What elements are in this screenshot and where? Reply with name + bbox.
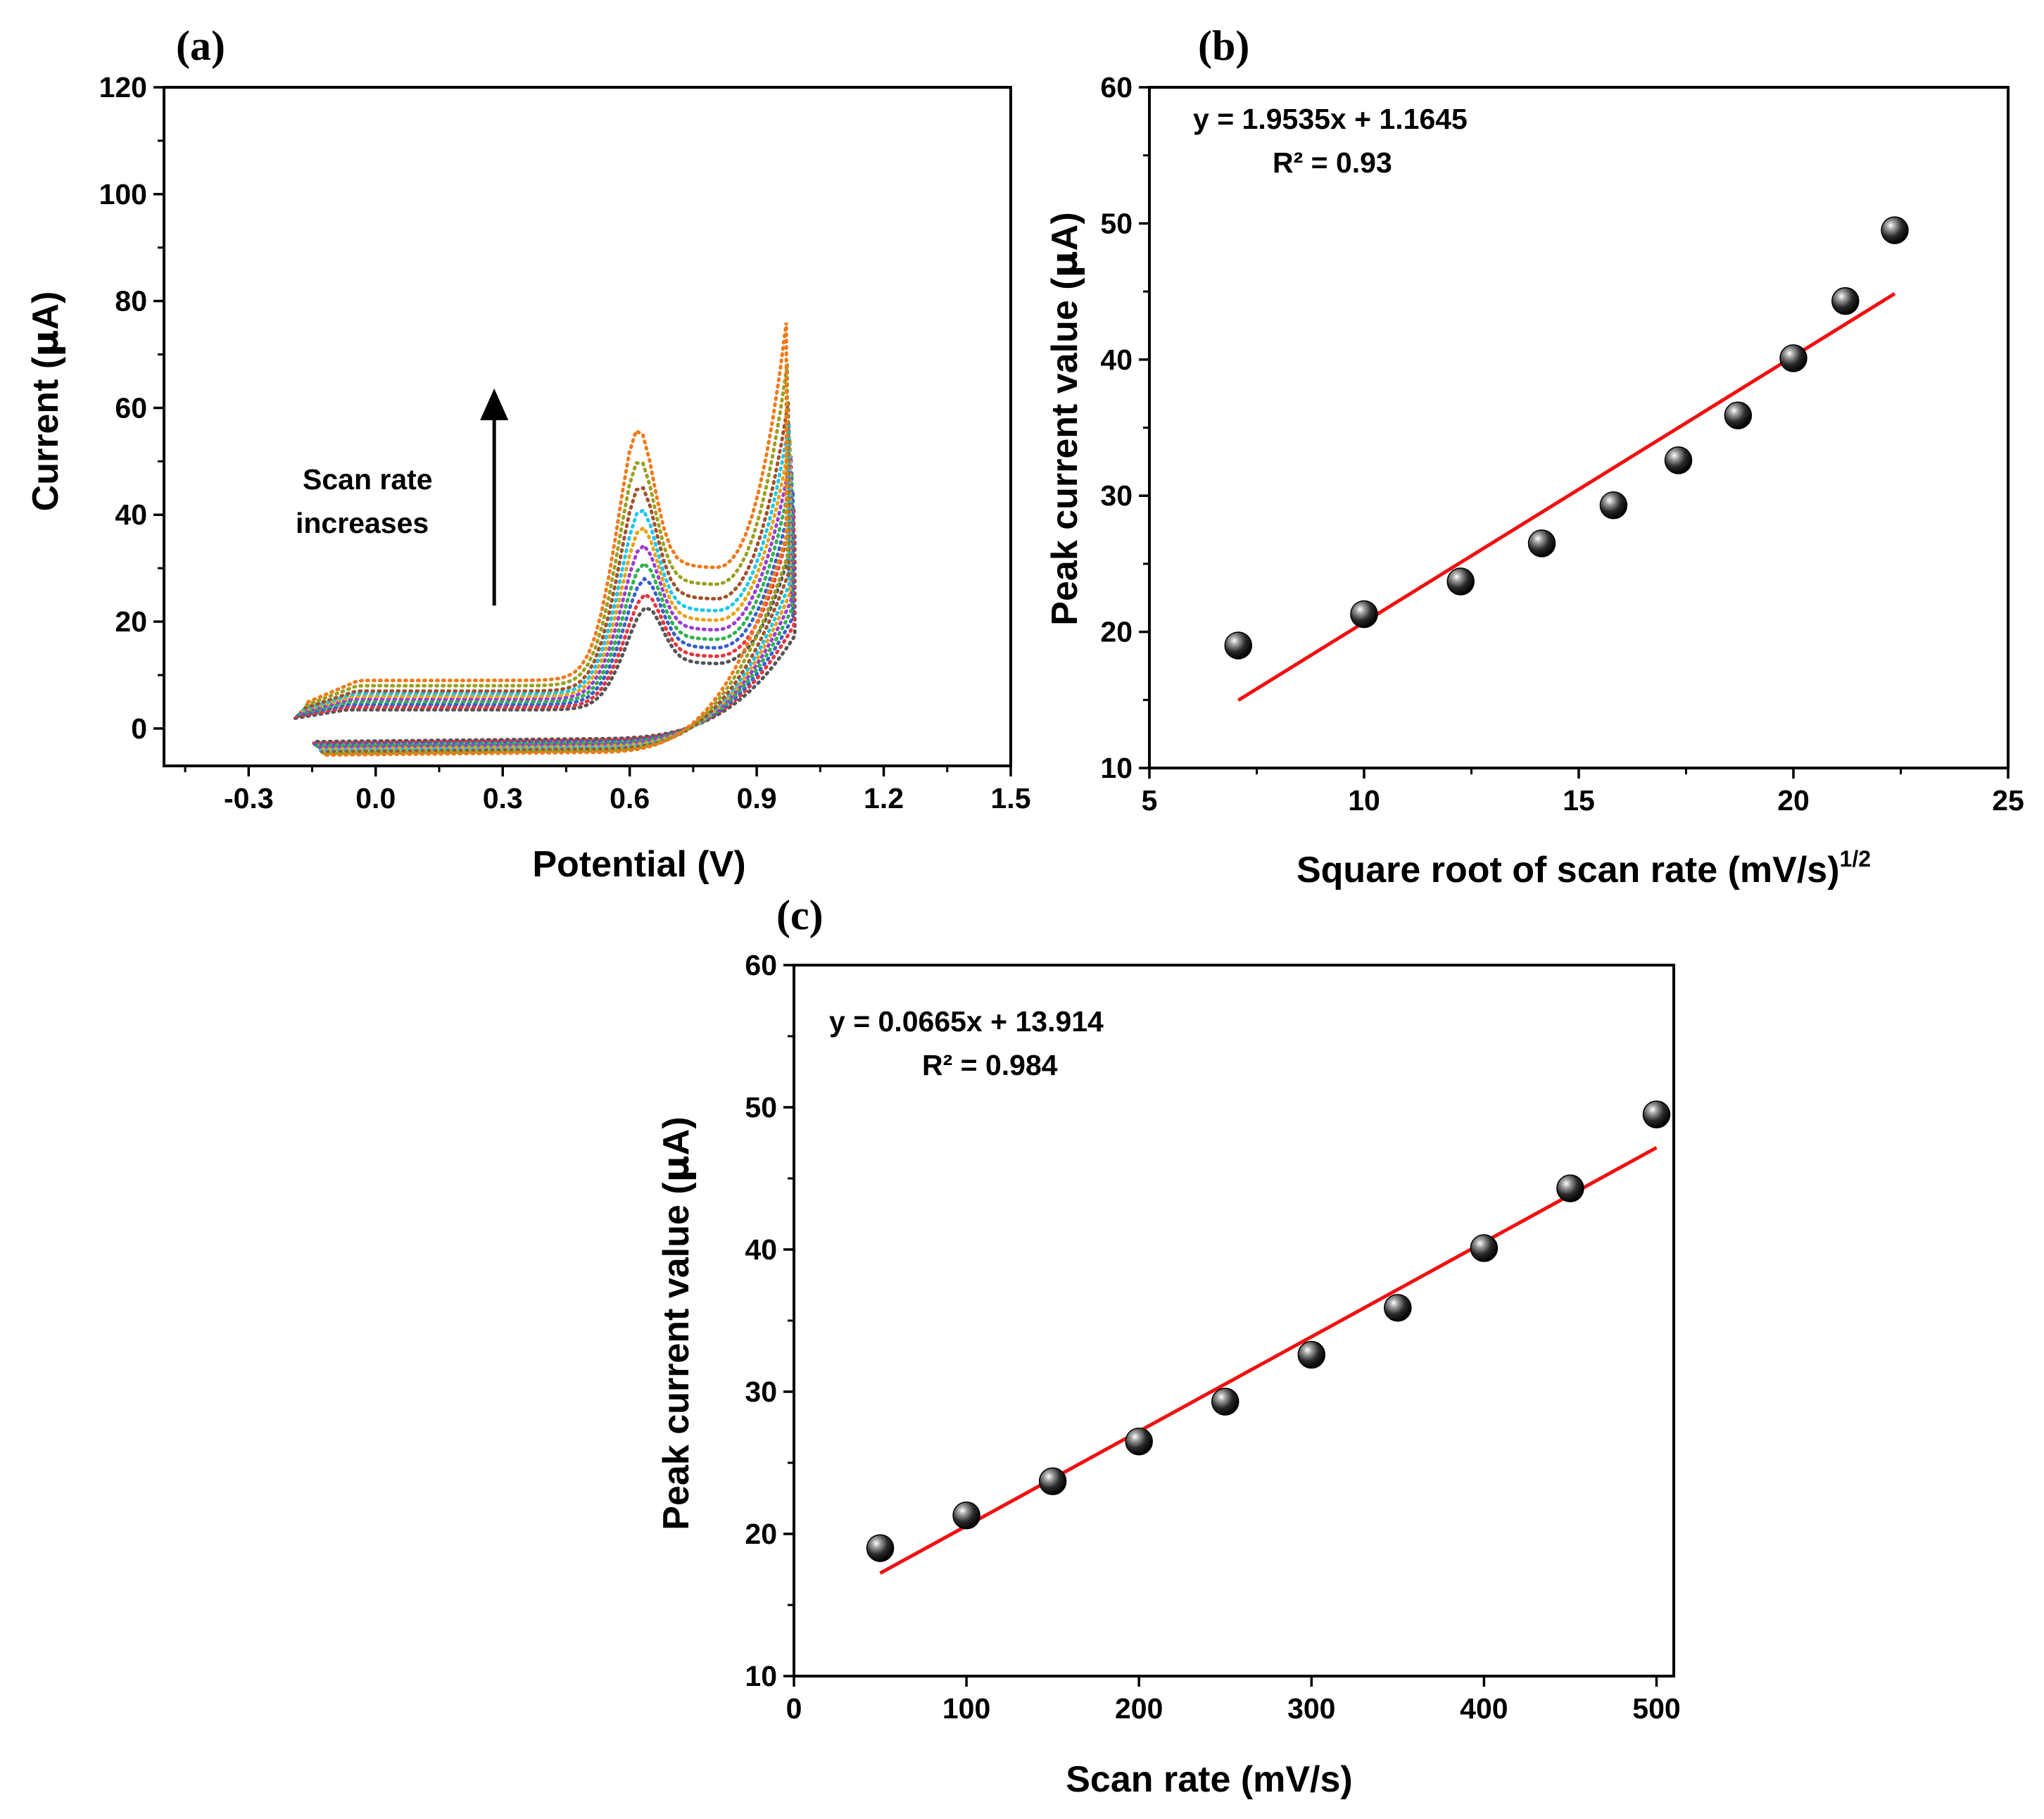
panel-c-r2: R² = 0.984 [922, 1049, 1058, 1081]
panel-c-data-point [1125, 1427, 1153, 1456]
panel-c-ytick-label: 60 [745, 949, 777, 981]
panel-c-data-point [1211, 1387, 1239, 1416]
panel-b-xtick-label: 5 [1142, 784, 1158, 817]
panel-c-xtick-label: 0 [786, 1692, 802, 1725]
panel-b-data-point [1350, 600, 1378, 629]
panel-b-data-point [1599, 491, 1628, 520]
panel-b-ytick-label: 30 [1100, 479, 1133, 512]
panel-a-xtick-label: 0.6 [610, 782, 650, 814]
panel-b-data-point [1224, 631, 1253, 660]
panel-a-xlabel: Potential (V) [532, 844, 745, 885]
panel-b-data-point [1779, 344, 1808, 372]
panel-b-data-point [1446, 567, 1475, 596]
panel-a-ytick-label: 100 [99, 178, 147, 210]
panel-a-label: (a) [176, 23, 225, 69]
panel-a-xtick-label: 1.5 [991, 782, 1031, 814]
panel-c-ytick-label: 50 [745, 1091, 777, 1124]
panel-b-data-point [1831, 287, 1860, 315]
scan-rate-annotation-line2: increases [296, 507, 429, 539]
panel-a-ytick-label: 80 [115, 285, 147, 317]
panel-a-ytick-label: 120 [99, 71, 147, 103]
panel-a-xtick-label: 0.0 [355, 782, 396, 814]
panel-b-data-point [1724, 401, 1753, 429]
panel-c-xtick-label: 200 [1115, 1692, 1163, 1725]
panel-c-scanrate-scatter: (c) 0 100 200 300 400 500 10 20 30 40 50 60 y = 0.0… [655, 892, 1681, 1800]
panel-a-axes: -0.3 0.0 0.3 0.6 0.9 1.2 1.5 0 20 40 60 80 100 120 [99, 71, 1031, 814]
panel-c-xtick-label: 100 [942, 1692, 990, 1725]
panel-c-data-point [952, 1501, 980, 1530]
panel-a-xtick-label: 0.9 [737, 782, 777, 814]
panel-b-xtick-label: 25 [1992, 784, 2024, 817]
panel-b-sqrt-scatter: (b) 5 10 15 20 25 10 20 30 40 50 60 y = 1.9535x + … [1044, 23, 2024, 890]
panel-b-label: (b) [1198, 23, 1249, 69]
panel-c-data-point [1470, 1234, 1499, 1262]
panel-c-points [866, 1100, 1671, 1562]
panel-b-xtick-label: 20 [1777, 784, 1810, 817]
panel-b-axes: 5 10 15 20 25 10 20 30 40 50 60 [1100, 71, 2024, 817]
panel-a-xtick-label: 0.3 [483, 782, 523, 814]
panel-c-xtick-label: 400 [1460, 1692, 1508, 1725]
panel-a-ylabel: Current (μA) [25, 291, 67, 512]
panel-c-label: (c) [776, 892, 824, 938]
panel-c-data-point [866, 1534, 895, 1562]
panel-c-data-point [1642, 1100, 1671, 1128]
panel-a-ytick-label: 20 [115, 605, 147, 638]
panel-a-cv-plot: (a) -0.3 0.0 0.3 0.6 0.9 1.2 1.5 0 20 40 60 80 100 12… [25, 23, 1031, 885]
panel-b-ytick-label: 10 [1100, 752, 1133, 784]
panel-a-ytick-label: 60 [115, 391, 147, 424]
cv-curve-200 [298, 472, 794, 748]
panel-b-xtick-label: 10 [1348, 784, 1380, 817]
panel-a-xtick-label: -0.3 [224, 782, 274, 814]
panel-c-data-point [1038, 1467, 1067, 1496]
panel-a-ytick-label: 40 [115, 498, 147, 531]
panel-b-data-point [1881, 216, 1909, 244]
panel-c-data-point [1556, 1174, 1584, 1202]
panel-c-ytick-label: 30 [745, 1376, 777, 1408]
panel-c-axes: 0 100 200 300 400 500 10 20 30 40 50 60 [745, 949, 1680, 1725]
scan-rate-annotation-line1: Scan rate [303, 463, 433, 496]
panel-a-ytick-label: 0 [131, 712, 147, 745]
panel-c-data-point [1297, 1340, 1326, 1369]
panel-b-xtick-label: 15 [1563, 784, 1595, 817]
cv-curve-500 [306, 322, 788, 757]
panel-b-ytick-label: 20 [1100, 616, 1133, 648]
panel-b-ylabel: Peak current value (μA) [1044, 212, 1086, 625]
panel-b-points [1224, 216, 1909, 660]
panel-b-r2: R² = 0.93 [1273, 146, 1392, 179]
cv-curve-400 [303, 402, 790, 754]
panel-c-ytick-label: 10 [745, 1660, 777, 1692]
cv-curves [294, 322, 797, 757]
panel-b-data-point [1664, 446, 1693, 474]
panel-b-xlabel: Square root of scan rate (mV/s)1/2 [1297, 846, 1871, 890]
panel-a-plot-frame [163, 86, 1012, 767]
panel-b-ytick-label: 50 [1100, 207, 1133, 239]
panel-b-equation: y = 1.9535x + 1.1645 [1193, 103, 1468, 135]
panel-b-plot-frame [1148, 86, 2010, 769]
panel-a-xtick-label: 1.2 [864, 782, 904, 814]
panel-c-xtick-label: 500 [1632, 1692, 1680, 1725]
panel-c-fit-line [879, 1146, 1658, 1575]
panel-c-xlabel: Scan rate (mV/s) [1066, 1759, 1353, 1800]
panel-c-ylabel: Peak current value (μA) [655, 1116, 698, 1530]
panel-c-ytick-label: 20 [745, 1518, 777, 1550]
panel-b-data-point [1527, 529, 1556, 558]
panel-b-ytick-label: 60 [1100, 71, 1133, 103]
panel-c-data-point [1384, 1294, 1412, 1322]
panel-c-equation: y = 0.0665x + 13.914 [829, 1005, 1104, 1038]
panel-c-ytick-label: 40 [745, 1233, 777, 1266]
panel-b-ytick-label: 40 [1100, 344, 1133, 376]
panel-c-xtick-label: 300 [1287, 1692, 1335, 1725]
